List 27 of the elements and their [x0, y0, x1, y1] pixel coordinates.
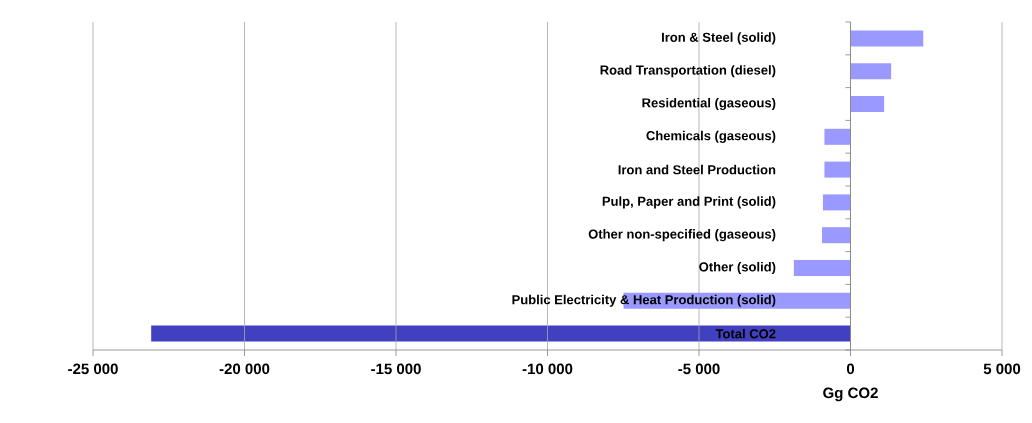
x-tick-label: 0	[846, 363, 855, 375]
x-tick-label: -5 000	[678, 363, 720, 375]
y-tick-label: Other non-specified (gaseous)	[588, 229, 776, 242]
bar	[824, 161, 851, 178]
bar	[822, 194, 851, 211]
x-tick-label: -25 000	[68, 363, 118, 375]
y-tick-label: Road Transportation (diesel)	[600, 65, 776, 78]
x-tick-label: -20 000	[219, 363, 270, 375]
bar	[850, 96, 885, 112]
y-tick-label: Iron and Steel Production	[618, 164, 776, 175]
y-tick-label: Pulp, Paper and Print (solid)	[602, 196, 776, 209]
y-tick-label: Public Electricity & Heat Production (solid)	[512, 294, 776, 307]
x-tick-label: 5 000	[983, 363, 1021, 375]
y-tick-label: Residential (gaseous)	[642, 97, 776, 111]
y-tick-label: Chemicals (gaseous)	[646, 130, 776, 143]
y-tick-label: Total CO2	[715, 328, 776, 339]
y-tick-label: Iron & Steel (solid)	[662, 32, 776, 45]
bar	[151, 325, 851, 342]
bar	[824, 128, 851, 145]
bar	[850, 63, 892, 80]
x-tick-label: -10 000	[522, 363, 573, 375]
bar	[822, 227, 851, 244]
bar	[793, 260, 851, 276]
bar	[850, 30, 924, 47]
x-tick-label: -15 000	[371, 363, 421, 375]
y-tick-label: Other (solid)	[699, 261, 776, 275]
x-axis-title: Gg CO2	[823, 387, 878, 402]
